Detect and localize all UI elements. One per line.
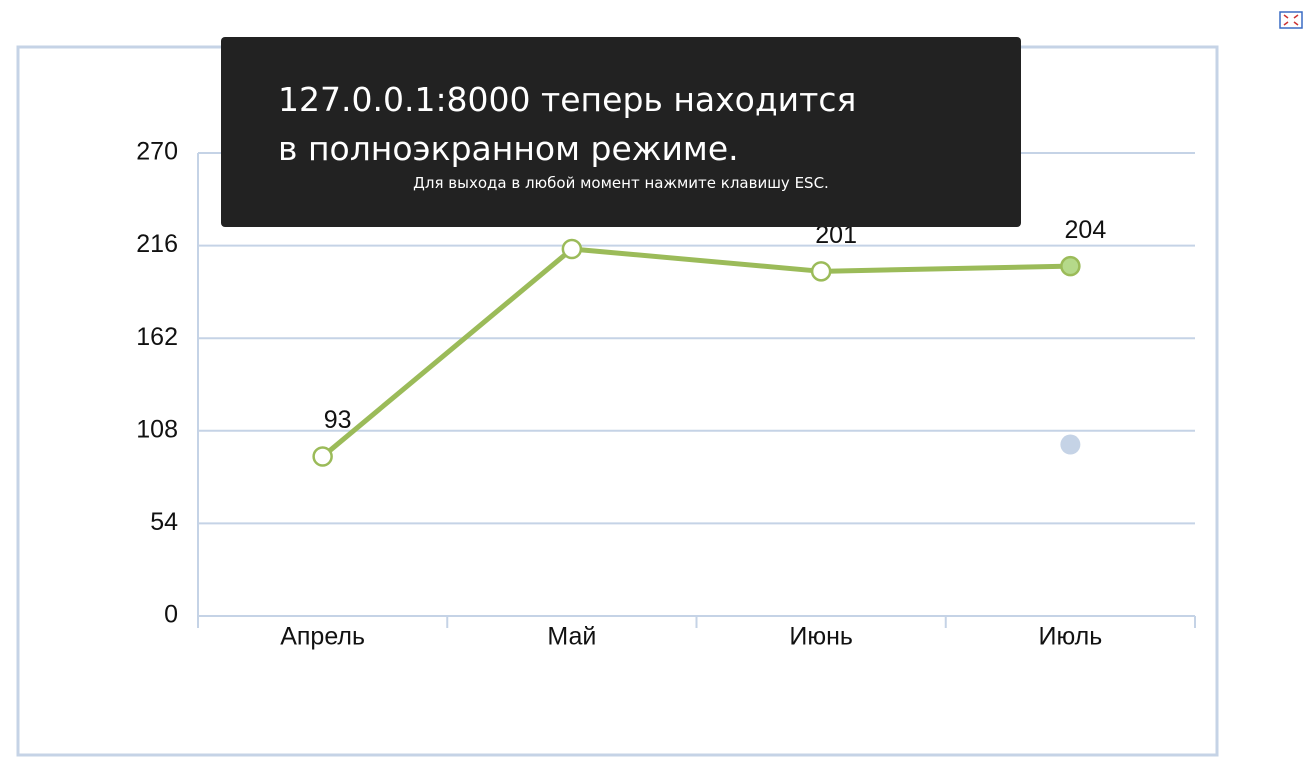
x-tick-label: Апрель xyxy=(280,623,365,651)
fullscreen-notice: 127.0.0.1:8000 теперь находится в полноэ… xyxy=(221,37,1021,227)
point xyxy=(810,261,832,282)
y-tick-label: 0 xyxy=(164,601,178,629)
data-label: 204 xyxy=(1065,216,1107,244)
x-tick-label: Июнь xyxy=(789,623,853,651)
y-tick-label: 162 xyxy=(136,323,178,351)
fullscreen-button[interactable] xyxy=(1279,11,1303,29)
point xyxy=(1060,434,1081,455)
y-tick-label: 216 xyxy=(136,230,178,258)
y-tick-label: 54 xyxy=(150,508,178,536)
point xyxy=(561,238,583,260)
point xyxy=(312,446,333,467)
point xyxy=(1060,255,1081,277)
notice-hint: Для выхода в любой момент нажмите клавиш… xyxy=(413,174,829,192)
y-tick-label: 108 xyxy=(136,415,178,443)
y-tick-label: 270 xyxy=(136,138,178,166)
x-tick-label: Май xyxy=(547,623,596,651)
data-label: 93 xyxy=(324,406,352,434)
series-line xyxy=(321,246,1071,459)
notice-message: 127.0.0.1:8000 теперь находится в полноэ… xyxy=(278,80,857,168)
x-tick-label: Июль xyxy=(1038,623,1102,651)
